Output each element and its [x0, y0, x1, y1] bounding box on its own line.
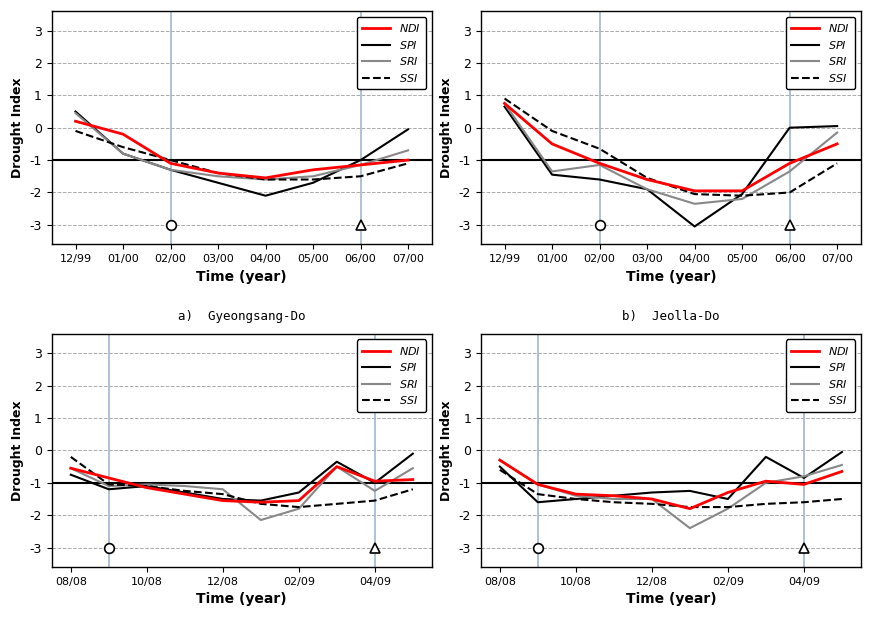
Legend: $NDI$, $SPI$, $SRI$, $SSI$: $NDI$, $SPI$, $SRI$, $SSI$ [357, 16, 426, 89]
X-axis label: Time (year): Time (year) [196, 592, 287, 606]
Legend: $NDI$, $SPI$, $SRI$, $SSI$: $NDI$, $SPI$, $SRI$, $SSI$ [786, 16, 855, 89]
X-axis label: Time (year): Time (year) [625, 592, 716, 606]
Text: a)  Gyeongsang-Do: a) Gyeongsang-Do [178, 309, 305, 323]
Y-axis label: Drought Index: Drought Index [11, 77, 24, 178]
Y-axis label: Drought Index: Drought Index [11, 400, 24, 501]
X-axis label: Time (year): Time (year) [196, 270, 287, 284]
Legend: $NDI$, $SPI$, $SRI$, $SSI$: $NDI$, $SPI$, $SRI$, $SSI$ [786, 340, 855, 412]
Legend: $NDI$, $SPI$, $SRI$, $SSI$: $NDI$, $SPI$, $SRI$, $SSI$ [357, 340, 426, 412]
X-axis label: Time (year): Time (year) [625, 270, 716, 284]
Y-axis label: Drought Index: Drought Index [440, 400, 453, 501]
Y-axis label: Drought Index: Drought Index [440, 77, 453, 178]
Text: b)  Jeolla-Do: b) Jeolla-Do [622, 309, 719, 323]
